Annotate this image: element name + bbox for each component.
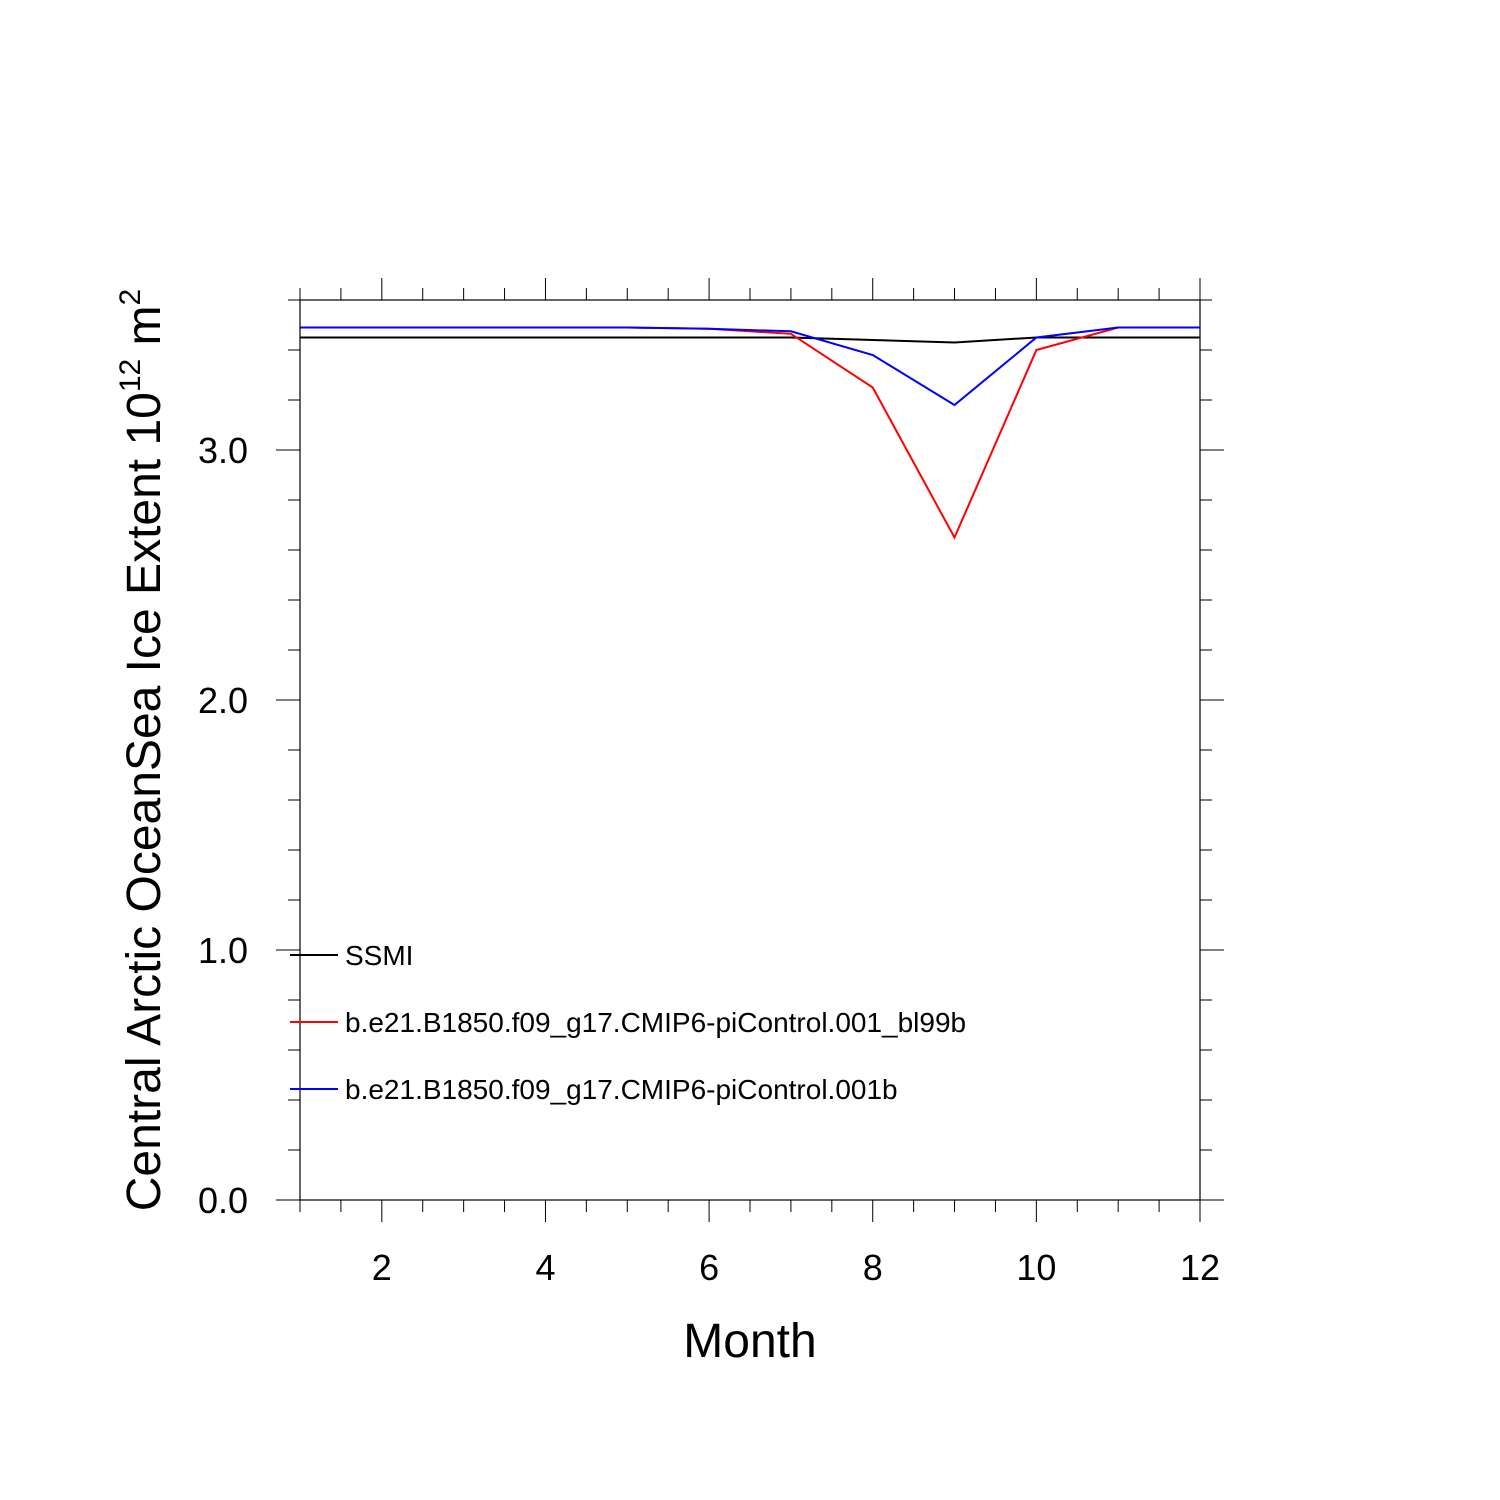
x-axis-title: Month bbox=[683, 1315, 816, 1368]
major-ticks bbox=[276, 278, 1224, 1222]
x-tick-label: 10 bbox=[1016, 1247, 1056, 1288]
legend-label: SSMI bbox=[345, 940, 413, 971]
x-tick-label: 2 bbox=[372, 1247, 392, 1288]
x-tick-label: 4 bbox=[535, 1247, 555, 1288]
x-tick-label: 8 bbox=[863, 1247, 883, 1288]
legend-label: b.e21.B1850.f09_g17.CMIP6-piControl.001b bbox=[345, 1074, 898, 1105]
y-tick-label: 2.0 bbox=[198, 680, 248, 721]
y-axis-title-unit: m bbox=[118, 305, 171, 358]
y-tick-label: 3.0 bbox=[198, 430, 248, 471]
y-axis-title-unit-exponent: 2 bbox=[114, 289, 147, 306]
tick-labels: 2 4 6 8 10 12 0.0 1.0 2.0 3.0 bbox=[198, 430, 1220, 1288]
series-lines bbox=[300, 326, 1200, 540]
series-line-2 bbox=[300, 326, 1200, 540]
x-tick-label: 6 bbox=[699, 1247, 719, 1288]
legend-label: b.e21.B1850.f09_g17.CMIP6-piControl.001_… bbox=[345, 1007, 966, 1038]
x-tick-label: 12 bbox=[1180, 1247, 1220, 1288]
y-axis-title: Central Arctic OceanSea Ice Extent 1012 … bbox=[114, 289, 171, 1211]
y-tick-label: 1.0 bbox=[198, 930, 248, 971]
y-tick-label: 0.0 bbox=[198, 1180, 248, 1221]
plot-frame bbox=[299, 299, 1201, 1201]
series-line-3 bbox=[300, 326, 1200, 407]
series-line-1 bbox=[300, 336, 1200, 344]
minor-ticks bbox=[288, 288, 1212, 1212]
legend: SSMI b.e21.B1850.f09_g17.CMIP6-piControl.… bbox=[290, 940, 966, 1105]
y-axis-title-main: Central Arctic OceanSea Ice Extent 10 bbox=[118, 392, 171, 1211]
y-axis-title-exponent: 12 bbox=[114, 359, 147, 392]
